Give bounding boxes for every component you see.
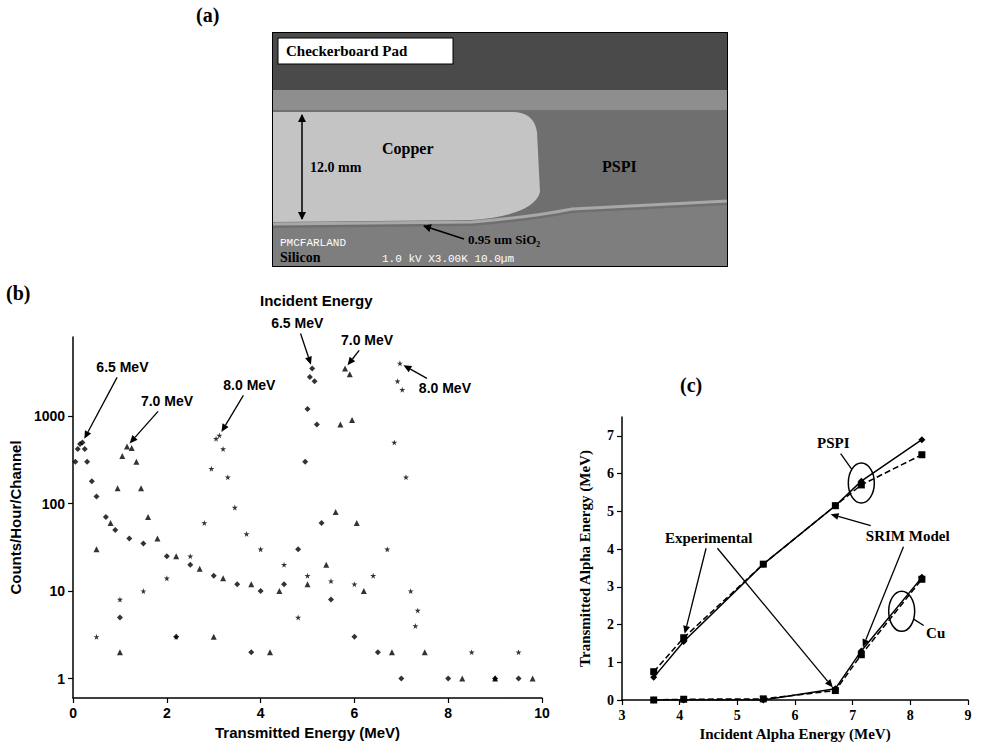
svg-text:5: 5 [607,504,614,519]
svg-text:2: 2 [163,705,171,721]
svg-text:10: 10 [534,705,550,721]
svg-text:0: 0 [69,705,77,721]
svg-text:6.5 MeV: 6.5 MeV [271,315,324,331]
svg-text:3: 3 [607,579,614,594]
svg-text:1: 1 [57,671,65,687]
svg-text:6: 6 [351,705,359,721]
svg-text:4: 4 [607,542,614,557]
svg-text:6: 6 [607,466,614,481]
svg-text:12.0 mm: 12.0 mm [310,160,362,175]
svg-text:7: 7 [607,428,614,443]
svg-text:1.0 kV X3.00K 10.0µm: 1.0 kV X3.00K 10.0µm [382,253,514,265]
svg-text:8.0 MeV: 8.0 MeV [223,377,276,393]
svg-text:10: 10 [49,583,65,599]
svg-text:4: 4 [676,708,683,723]
svg-text:100: 100 [42,496,66,512]
svg-text:3: 3 [619,708,626,723]
svg-text:PMCFARLAND: PMCFARLAND [280,237,346,249]
svg-text:8.0 MeV: 8.0 MeV [419,380,472,396]
svg-text:8: 8 [444,705,452,721]
html-text:(a): (a) [196,4,220,26]
svg-text:PSPI: PSPI [817,435,850,451]
svg-text:6: 6 [792,708,799,723]
svg-text:Copper: Copper [382,140,434,158]
svg-text:7: 7 [849,708,856,723]
svg-text:SRIM Model: SRIM Model [866,528,950,544]
svg-text:0.95 um SiO₂: 0.95 um SiO₂ [468,232,540,247]
svg-text:Counts/Hour/Channel: Counts/Hour/Channel [7,440,24,594]
svg-text:2: 2 [607,617,614,632]
svg-text:1000: 1000 [34,408,65,424]
svg-text:7.0 MeV: 7.0 MeV [141,393,194,409]
svg-text:Transmitted Energy (MeV): Transmitted Energy (MeV) [215,724,400,741]
svg-text:Silicon: Silicon [280,250,321,265]
svg-text:Experimental: Experimental [665,530,753,546]
html-text:(c): (c) [680,374,703,396]
svg-text:5: 5 [734,708,741,723]
svg-text:Checkerboard Pad: Checkerboard Pad [286,43,408,59]
svg-text:Incident Alpha Energy (MeV): Incident Alpha Energy (MeV) [699,726,890,743]
svg-text:Incident Energy: Incident Energy [260,292,373,309]
svg-text:PSPI: PSPI [602,158,637,175]
svg-text:4: 4 [257,705,265,721]
svg-text:6.5 MeV: 6.5 MeV [96,359,149,375]
svg-text:7.0 MeV: 7.0 MeV [341,332,394,348]
svg-text:Cu: Cu [926,625,945,641]
svg-text:Transmitted Alpha Energy (MeV): Transmitted Alpha Energy (MeV) [577,450,594,667]
svg-text:1: 1 [607,655,614,670]
svg-text:9: 9 [965,708,972,723]
svg-text:0: 0 [607,693,614,708]
html-text:(b): (b) [6,282,31,304]
svg-text:8: 8 [907,708,914,723]
